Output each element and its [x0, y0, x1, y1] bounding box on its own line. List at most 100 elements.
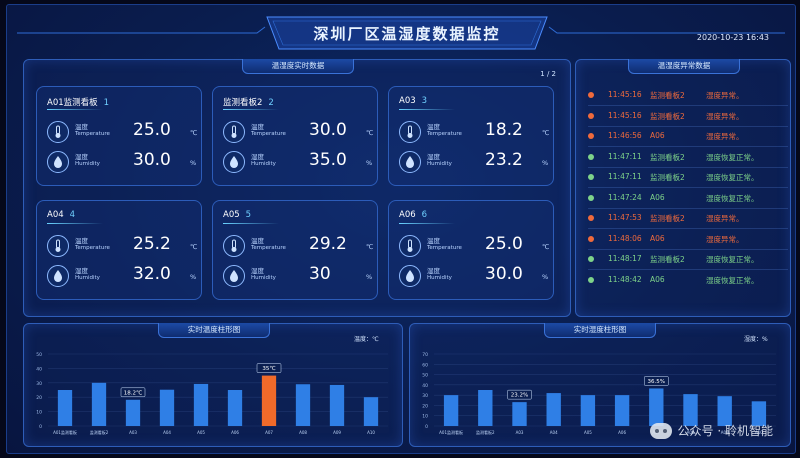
chart-bar — [329, 384, 345, 426]
y-tick-label: 0 — [425, 424, 428, 430]
alarm-message: 湿度异常。 — [706, 234, 744, 244]
sensor-name: A01监测看板 — [47, 98, 98, 108]
water-drop-icon — [47, 265, 69, 287]
temperature-unit: ℃ — [190, 243, 198, 251]
humidity-value: 30.0 — [133, 150, 171, 170]
y-tick-label: 40 — [422, 383, 428, 389]
temperature-metric: 温度 Temperature 18.2 ℃ — [399, 119, 549, 145]
data-callout-box — [256, 363, 282, 373]
y-tick-label: 60 — [422, 362, 428, 368]
sensor-name: A03 — [399, 96, 416, 106]
y-tick-label: 30 — [36, 381, 42, 387]
thermometer-icon — [399, 235, 421, 257]
alarm-device: A06 — [650, 233, 665, 243]
chart-bar — [614, 395, 630, 426]
alarm-time: 11:48:17 — [608, 254, 642, 263]
sensor-card-title: A04 4 — [47, 210, 75, 220]
alarm-row[interactable]: 11:48:06 A06 湿度异常。 — [588, 234, 788, 246]
dashboard-screen: 深圳厂区温湿度数据监控 2020-10-23 16:43 温湿度实时数据 1 /… — [6, 4, 796, 454]
sensor-card[interactable]: A04 4 温度 Temperature 25.2 ℃ 湿度 Humidity 32.0% — [36, 200, 202, 300]
humidity-metric: 湿度 Humidity 23.2% — [399, 149, 549, 175]
temperature-label-en: Temperature — [75, 245, 110, 251]
chart-bar — [512, 402, 527, 426]
humidity-label: 湿度 — [427, 267, 440, 275]
chart-bar — [295, 384, 311, 426]
data-callout-box — [120, 387, 146, 398]
x-tick-label: A05 — [197, 430, 205, 435]
alarm-row[interactable]: 11:48:17 监测看板2 湿度恢复正常。 — [588, 254, 788, 266]
status-dot — [588, 153, 594, 160]
chart-bar — [159, 389, 175, 426]
temperature-metric: 温度 Temperature 25.0 ℃ — [399, 233, 549, 259]
chart-bar — [125, 399, 141, 426]
x-tick-label: A08 — [687, 430, 695, 435]
alarm-time: 11:47:53 — [608, 213, 642, 222]
temperature-label: 温度 — [251, 237, 264, 245]
x-tick-label: A04 — [163, 430, 171, 435]
y-tick-label: 70 — [422, 352, 428, 358]
humidity-metric: 湿度 Humidity 30.0% — [47, 149, 197, 175]
alarm-row[interactable]: 11:47:24 A06 湿度恢复正常。 — [588, 193, 788, 205]
row-separator — [588, 166, 788, 168]
humidity-chart-title: 实时湿度柱形图 — [544, 323, 656, 338]
sensor-card[interactable]: A01监测看板 1 温度 Temperature 25.0 ℃ 湿度 Humidity 30.0… — [36, 86, 202, 186]
sensor-card[interactable]: A03 3 温度 Temperature 18.2 ℃ 湿度 Humidity 23.2% — [388, 86, 554, 186]
sensor-index: 2 — [268, 98, 274, 108]
alarm-row[interactable]: 11:46:56 A06 湿度异常。 — [588, 131, 788, 143]
sensor-card[interactable]: 监测看板2 2 温度 Temperature 30.0 ℃ 湿度 Humidity 35.0% — [212, 86, 378, 186]
x-tick-label: 监测看板2 — [476, 429, 495, 435]
humidity-chart-panel: 实时湿度柱形图 湿度：% 0 10 20 30 40 50 60 70 A01监测看板 监测看板2… — [409, 323, 791, 447]
alarm-row[interactable]: 11:45:16 监测看板2 湿度异常。 — [588, 90, 788, 102]
alarm-row[interactable]: 11:47:11 监测看板2 湿度恢复正常。 — [588, 152, 788, 164]
alarm-time: 11:48:42 — [608, 274, 642, 284]
x-tick-label: A01监测看板 — [53, 429, 77, 435]
page-indicator[interactable]: 1 / 2 — [540, 70, 556, 78]
thermometer-icon — [223, 235, 245, 257]
chart-bar — [478, 390, 493, 426]
card-title-underline — [399, 109, 455, 110]
temperature-unit: ℃ — [190, 129, 198, 137]
status-dot — [588, 256, 594, 262]
alarm-row[interactable]: 11:47:11 监测看板2 湿度恢复正常。 — [588, 172, 788, 184]
alarm-device: A06 — [650, 274, 665, 284]
alarm-row[interactable]: 11:48:42 A06 湿度恢复正常。 — [588, 275, 788, 287]
temperature-label-en: Temperature — [75, 131, 110, 137]
temperature-unit: ℃ — [542, 243, 550, 251]
chart-bar — [363, 397, 379, 426]
alarm-row[interactable]: 11:47:53 监测看板2 湿度异常。 — [588, 213, 788, 225]
status-dot — [588, 276, 594, 283]
temperature-unit: ℃ — [366, 129, 374, 137]
chart-bar — [580, 395, 596, 426]
sensor-card[interactable]: A05 5 温度 Temperature 29.2 ℃ 湿度 Humidity 30% — [212, 200, 378, 300]
x-tick-label: A10 — [755, 430, 763, 435]
alarm-message: 湿度恢复正常。 — [706, 193, 759, 203]
humidity-unit: % — [366, 159, 373, 167]
temperature-label-en: Temperature — [427, 131, 462, 137]
status-dot — [588, 235, 594, 242]
title-frame-decoration — [266, 16, 548, 50]
wechat-icon — [649, 422, 672, 439]
sensor-name: A06 — [399, 210, 416, 220]
temperature-metric: 温度 Temperature 30.0 ℃ — [223, 119, 373, 145]
water-drop-icon — [223, 151, 245, 173]
alarm-device: 监测看板2 — [650, 91, 685, 100]
chart-bar — [683, 394, 698, 426]
humidity-unit: % — [366, 273, 373, 281]
datetime-display: 2020-10-23 16:43 — [696, 33, 769, 42]
thermometer-icon — [47, 121, 69, 143]
temperature-metric: 温度 Temperature 25.0 ℃ — [47, 119, 197, 145]
humidity-value: 23.2 — [485, 150, 523, 170]
alarm-row[interactable]: 11:45:16 监测看板2 湿度异常。 — [588, 111, 788, 123]
humidity-label: 湿度 — [75, 267, 88, 275]
sensor-card[interactable]: A06 6 温度 Temperature 25.0 ℃ 湿度 Humidity 30.0% — [388, 200, 554, 300]
x-tick-label: A05 — [584, 430, 592, 435]
sensor-name: A04 — [47, 210, 64, 220]
water-drop-icon — [223, 265, 245, 287]
alarm-message: 湿度异常。 — [706, 111, 744, 121]
alarm-time: 11:47:11 — [608, 151, 642, 161]
data-callout-label: 18.2℃ — [124, 389, 142, 396]
alarm-panel-title: 温湿度异常数据 — [628, 59, 740, 74]
sensor-card-title: A01监测看板 1 — [47, 96, 109, 108]
y-tick-label: 0 — [39, 424, 42, 430]
thermometer-icon — [223, 121, 245, 143]
